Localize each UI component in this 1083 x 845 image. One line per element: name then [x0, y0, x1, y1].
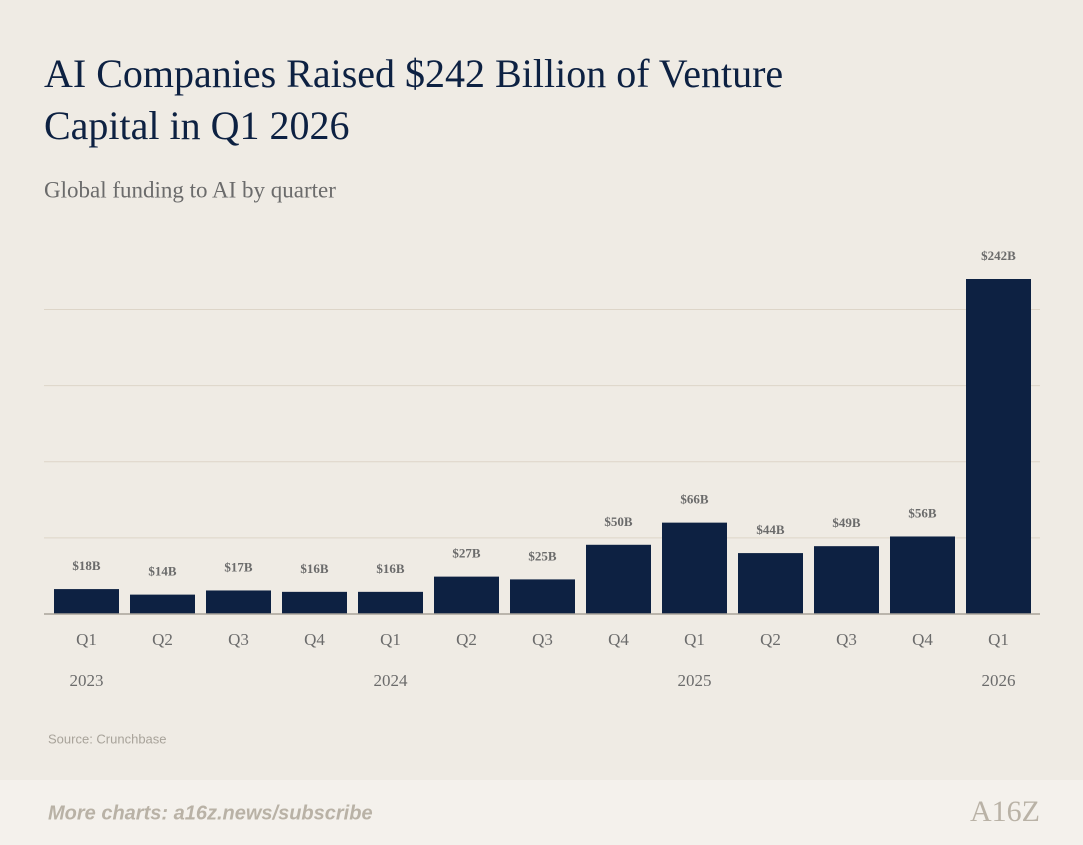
bar	[586, 544, 651, 614]
x-tick-label: Q4	[912, 630, 933, 649]
bar	[358, 591, 423, 614]
bar	[510, 579, 575, 614]
x-group-label: 2026	[982, 671, 1016, 690]
value-label: $44B	[756, 522, 785, 537]
bar	[890, 536, 955, 614]
chart-subtitle: Global funding to AI by quarter	[44, 177, 336, 202]
bar	[434, 576, 499, 614]
x-tick-label: Q3	[228, 630, 249, 649]
footer-band	[0, 780, 1083, 845]
x-tick-label: Q1	[988, 630, 1009, 649]
source: Source: Crunchbase	[48, 731, 167, 746]
value-label: $49B	[832, 515, 861, 530]
value-label: $14B	[148, 564, 177, 579]
x-tick-label: Q3	[836, 630, 857, 649]
x-tick-label: Q4	[608, 630, 629, 649]
x-group-label: 2024	[374, 671, 409, 690]
value-label: $17B	[224, 559, 253, 574]
bar	[54, 589, 119, 614]
value-label: $66B	[680, 492, 709, 507]
bar	[662, 522, 727, 614]
chart-title: Capital in Q1 2026	[44, 103, 350, 148]
bar	[738, 553, 803, 614]
bar	[130, 594, 195, 614]
chart-title: AI Companies Raised $242 Billion of Vent…	[44, 51, 783, 96]
value-label: $16B	[300, 561, 329, 576]
x-tick-label: Q3	[532, 630, 553, 649]
x-group-label: 2023	[70, 671, 104, 690]
x-tick-label: Q2	[760, 630, 781, 649]
footer-link[interactable]: More charts: a16z.news/subscribe	[48, 802, 373, 824]
x-tick-label: Q1	[684, 630, 705, 649]
value-label: $56B	[908, 505, 937, 520]
bar	[814, 546, 879, 614]
x-tick-label: Q1	[380, 630, 401, 649]
x-group-label: 2025	[678, 671, 712, 690]
value-label: $25B	[528, 548, 557, 563]
x-tick-label: Q1	[76, 630, 97, 649]
bar	[206, 590, 271, 614]
x-tick-label: Q2	[152, 630, 173, 649]
value-label: $50B	[604, 514, 633, 529]
x-tick-label: Q2	[456, 630, 477, 649]
value-label: $16B	[376, 561, 405, 576]
logo: A16Z	[970, 795, 1040, 828]
value-label: $27B	[452, 546, 481, 561]
value-label: $242B	[981, 248, 1016, 263]
bar	[966, 279, 1031, 614]
value-label: $18B	[72, 558, 101, 573]
x-tick-label: Q4	[304, 630, 325, 649]
bar	[282, 591, 347, 614]
